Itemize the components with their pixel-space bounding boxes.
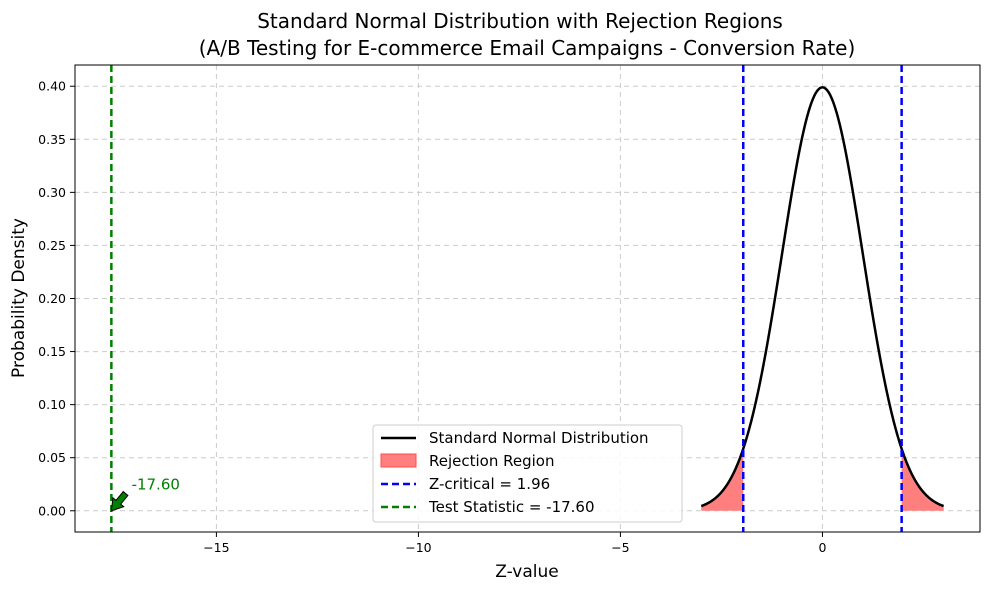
y-tick-label-7: 0.35 <box>38 132 66 147</box>
chart-title-line-2: (A/B Testing for E-commerce Email Campai… <box>199 36 856 60</box>
y-tick-label-0: 0.00 <box>38 503 66 518</box>
y-tick-label-1: 0.05 <box>38 450 66 465</box>
y-tick-label-5: 0.25 <box>38 238 66 253</box>
curve-layer <box>700 86 945 508</box>
annotation-arrow <box>110 490 129 512</box>
legend: Standard Normal Distribution Rejection R… <box>372 424 683 523</box>
rejection-region-fills <box>701 448 944 511</box>
y-axis-label: Probability Density <box>9 218 29 378</box>
x-tick-label-1: −10 <box>405 540 431 555</box>
annotation-label: -17.60 <box>132 476 180 494</box>
x-axis-ticks: −15 −10 −5 0 <box>203 532 826 555</box>
x-tick-label-0: −15 <box>203 540 229 555</box>
y-tick-label-8: 0.40 <box>38 79 66 94</box>
chart-title-line-1: Standard Normal Distribution with Reject… <box>257 9 783 33</box>
rejection-region-left <box>701 448 744 511</box>
y-tick-label-3: 0.15 <box>38 344 66 359</box>
legend-label-curve: Standard Normal Distribution <box>429 429 649 447</box>
legend-frame <box>372 424 683 523</box>
legend-label-zcritical: Z-critical = 1.96 <box>429 475 550 493</box>
legend-label-test-statistic: Test Statistic = -17.60 <box>428 498 595 516</box>
vertical-lines <box>110 65 903 532</box>
y-axis-ticks: 0.00 0.05 0.10 0.15 0.20 0.25 0.30 0.35 0.40 <box>38 79 75 518</box>
rejection-region-right <box>901 448 944 511</box>
y-tick-label-4: 0.20 <box>38 291 66 306</box>
x-tick-label-2: −5 <box>611 540 629 555</box>
normal-curve <box>700 86 945 508</box>
x-axis-label: Z-value <box>495 562 558 582</box>
y-tick-label-6: 0.30 <box>38 185 66 200</box>
legend-swatch-rejection <box>380 453 417 468</box>
annotation: -17.60 <box>110 476 180 512</box>
legend-label-rejection: Rejection Region <box>429 452 554 470</box>
x-tick-label-3: 0 <box>818 540 826 555</box>
y-tick-label-2: 0.10 <box>38 397 66 412</box>
